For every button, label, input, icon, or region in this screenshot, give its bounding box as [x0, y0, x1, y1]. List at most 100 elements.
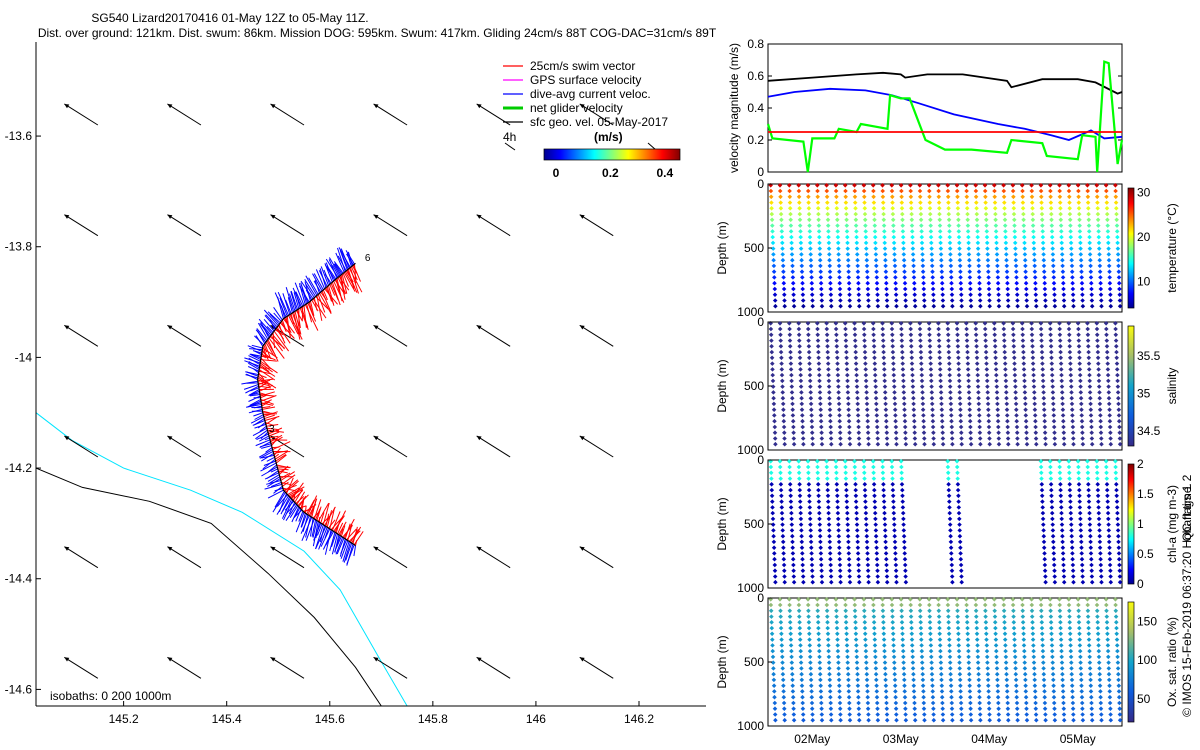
arrow-head [476, 325, 482, 330]
depth-point [1001, 326, 1007, 332]
depth-point [1068, 240, 1074, 246]
depth-point [819, 298, 825, 303]
arrow-shaft [579, 435, 614, 458]
swim-vector [307, 495, 318, 516]
depth-point [949, 430, 955, 435]
depth-point [965, 361, 971, 366]
depth-point [891, 367, 896, 372]
depth-point [1098, 292, 1104, 297]
depth-point [847, 286, 852, 292]
colorbar-tick-label: 35.5 [1137, 349, 1161, 363]
depth-point [1107, 269, 1112, 274]
depth-point [1042, 292, 1048, 297]
depth-point [956, 355, 961, 361]
depth-point [1024, 292, 1029, 297]
depth-point [789, 390, 795, 395]
depth-point [826, 372, 831, 378]
depth-point [826, 384, 832, 389]
depth-point [912, 292, 917, 297]
depth-point [966, 390, 972, 395]
swim-vector [259, 384, 274, 392]
swim-vector [260, 357, 272, 370]
depth-point [883, 395, 888, 401]
dac-vector [280, 496, 291, 515]
depth-point [949, 298, 955, 303]
depth-point [912, 436, 918, 441]
dac-vector [259, 441, 271, 449]
depth-point [1108, 292, 1113, 297]
dac-vector [300, 280, 314, 300]
dac-vector [294, 282, 305, 306]
depth-point [929, 263, 935, 269]
depth-point [893, 292, 899, 297]
swim-vector [258, 369, 276, 381]
depth-point [931, 441, 937, 447]
depth-point [1004, 395, 1009, 401]
depth-point [800, 275, 805, 280]
dac-vector [250, 387, 260, 392]
depth-point [838, 436, 843, 441]
arrow-shaft [579, 546, 614, 569]
arrow-head [373, 546, 379, 551]
depth-point [1089, 298, 1095, 303]
depth-point [1013, 390, 1018, 395]
depth-point [902, 424, 908, 430]
depth-point [921, 413, 926, 418]
depth-point [781, 418, 787, 424]
depth-point [884, 418, 889, 424]
depth-point [928, 367, 934, 372]
dac-vector [250, 416, 265, 424]
dac-vector [334, 263, 343, 275]
depth-point [791, 286, 796, 292]
depth-point [1010, 326, 1016, 332]
depth-point [772, 430, 778, 435]
depth-point [986, 407, 991, 412]
depth-point [808, 263, 814, 269]
dac-vector [272, 492, 286, 513]
depth-point [1116, 275, 1122, 280]
swim-vector [316, 295, 323, 321]
dac-vector [266, 456, 275, 462]
depth-point [964, 332, 970, 338]
depth-point [1076, 188, 1081, 194]
colorbar-units: (m/s) [594, 130, 623, 144]
depth-point [1023, 263, 1028, 269]
depth-ylabel: Depth (m) [715, 359, 729, 412]
depth-point [817, 372, 822, 378]
depth-point [788, 355, 793, 361]
swim-vector [264, 343, 272, 359]
depth-point [889, 321, 895, 326]
dac-vector [310, 518, 314, 537]
depth-point [872, 355, 877, 361]
depth-point [1087, 252, 1093, 257]
dac-vector [243, 384, 259, 390]
depth-point [931, 303, 937, 309]
swim-vector [274, 453, 280, 458]
dac-vector [263, 309, 279, 326]
swim-vector [278, 324, 283, 333]
depth-point [874, 418, 880, 424]
depth-point [901, 384, 906, 389]
depth-point [791, 430, 796, 435]
arrow-head [64, 325, 70, 330]
depth-point [778, 338, 783, 343]
depth-point [819, 303, 825, 309]
depth-point [1024, 436, 1029, 441]
depth-point [1041, 263, 1047, 269]
dac-vector [282, 293, 291, 315]
depth-point [875, 436, 880, 441]
arrow-head [167, 436, 173, 441]
depth-point [828, 430, 834, 435]
depth-point [844, 367, 850, 372]
depth-point [1060, 257, 1065, 263]
depth-point [782, 303, 787, 309]
dac-vector [332, 264, 340, 277]
dac-vector [248, 395, 261, 402]
depth-point [911, 257, 916, 263]
depth-point [1061, 303, 1067, 309]
depth-point [939, 280, 945, 286]
depth-point [968, 441, 974, 447]
depth-point [817, 378, 822, 384]
depth-point [847, 436, 852, 441]
